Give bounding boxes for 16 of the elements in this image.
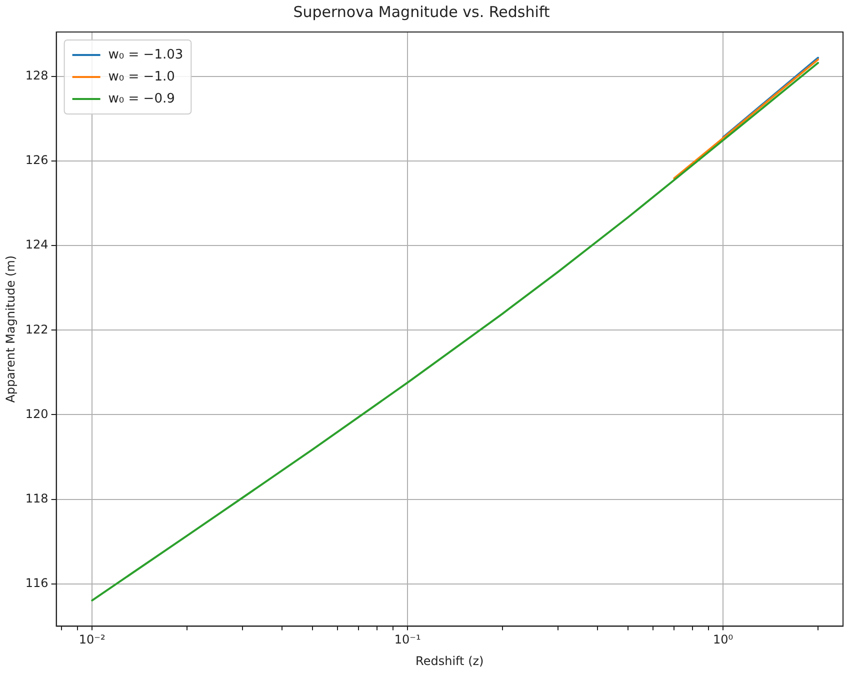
y-axis-title: Apparent Magnitude (m) <box>3 255 18 403</box>
legend-label: w₀ = −1.0 <box>108 69 175 84</box>
y-tick-label: 120 <box>25 406 48 421</box>
x-axis-title: Redshift (z) <box>416 654 484 668</box>
y-tick-label: 124 <box>25 238 48 252</box>
x-tick-label: 10⁻² <box>78 632 106 647</box>
chart-title: Supernova Magnitude vs. Redshift <box>293 2 550 21</box>
y-tick-label: 128 <box>25 68 48 83</box>
legend-label: w₀ = −1.03 <box>108 47 184 62</box>
y-tick-label: 122 <box>25 322 48 336</box>
y-tick-label: 126 <box>25 153 48 168</box>
y-tick-label: 118 <box>25 491 48 506</box>
y-tick-label: 116 <box>25 576 48 590</box>
x-tick-label: 10⁰ <box>713 632 734 647</box>
x-tick-label: 10⁻¹ <box>394 632 421 647</box>
legend-label: w₀ = −0.9 <box>108 91 175 106</box>
